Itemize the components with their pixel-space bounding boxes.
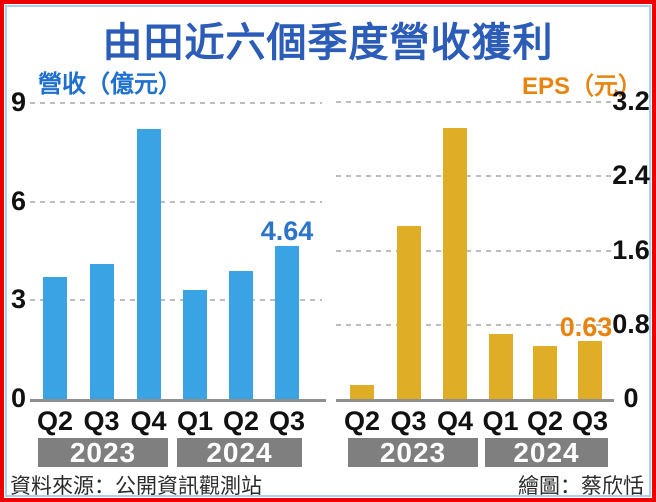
revenue-x-tick-1: Q3 (83, 406, 120, 436)
eps-gridline-1.6 (336, 250, 612, 252)
eps-y-tick-3.2: 3.2 (612, 86, 650, 116)
revenue-bar-q1-3 (183, 290, 207, 399)
revenue-y-tick-0: 0 (10, 383, 26, 413)
eps-y-tick-1.6: 1.6 (612, 235, 650, 265)
eps-y-tick-0: 0 (623, 383, 639, 413)
eps-x-axis-line (336, 399, 614, 402)
revenue-value-callout: 4.64 (260, 216, 314, 246)
eps-bar-q2-4 (533, 346, 557, 399)
revenue-year-band-2024: 2024 (177, 438, 302, 467)
revenue-y-tick-9: 9 (10, 87, 26, 117)
eps-x-tick-2: Q4 (436, 406, 474, 436)
eps-bar-q1-3 (488, 334, 513, 399)
revenue-bar-q3-1 (89, 264, 114, 399)
revenue-gridline-6 (30, 201, 322, 203)
eps-value-callout: 0.63 (559, 312, 613, 342)
eps-x-tick-4: Q2 (526, 406, 564, 436)
revenue-axis-label: 營收（億元） (38, 71, 182, 98)
revenue-year-band-2023: 2023 (38, 438, 168, 467)
revenue-x-tick-4: Q2 (222, 406, 260, 436)
revenue-y-tick-6: 6 (10, 186, 26, 216)
revenue-x-tick-0: Q2 (36, 406, 74, 436)
revenue-y-tick-3: 3 (10, 284, 26, 314)
revenue-x-tick-5: Q3 (268, 406, 306, 436)
revenue-bar-q4-2 (136, 129, 161, 399)
eps-bar-q2-0 (350, 385, 374, 399)
revenue-x-tick-2: Q4 (130, 406, 167, 436)
revenue-x-tick-3: Q1 (176, 406, 214, 436)
eps-gridline-3.2 (336, 101, 612, 103)
eps-y-tick-0.8: 0.8 (612, 309, 650, 339)
chart-title: 由田近六個季度營收獲利 (102, 21, 554, 65)
eps-axis-label: EPS（元） (521, 73, 642, 100)
eps-gridline-2.4 (336, 175, 612, 177)
revenue-gridline-9 (30, 102, 322, 104)
eps-x-tick-3: Q1 (482, 406, 519, 436)
revenue-x-axis-line (30, 399, 326, 402)
eps-year-band-2023: 2023 (348, 438, 478, 467)
eps-bar-q3-1 (396, 226, 421, 399)
eps-gridline-0.8 (336, 324, 612, 326)
eps-year-band-2024: 2024 (485, 438, 608, 467)
eps-bar-q4-2 (443, 128, 467, 399)
revenue-bar-q2-4 (229, 271, 253, 399)
revenue-bar-q3-5 (275, 246, 299, 399)
source-credit: 資料來源：公開資訊觀測站 (10, 475, 262, 498)
eps-bar-q3-5 (578, 341, 602, 399)
eps-x-tick-5: Q3 (571, 406, 609, 436)
revenue-gridline-3 (30, 299, 322, 301)
artist-credit: 繪圖：蔡欣恬 (518, 475, 644, 498)
revenue-bar-q2-0 (43, 277, 67, 399)
eps-x-tick-1: Q3 (390, 406, 427, 436)
eps-x-tick-0: Q2 (343, 406, 381, 436)
eps-y-tick-2.4: 2.4 (612, 160, 650, 190)
